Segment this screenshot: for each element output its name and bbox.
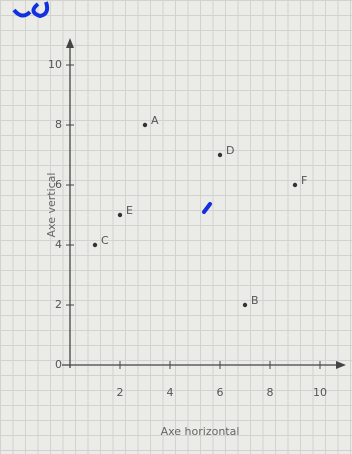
page: Axe horizontal Axe vertical 024681024681… [0, 0, 352, 454]
chart: Axe horizontal Axe vertical 024681024681… [0, 0, 352, 454]
x-tick-label: 4 [167, 386, 174, 399]
point [118, 213, 122, 217]
y-tick-label: 2 [55, 298, 62, 311]
point-label: F [301, 174, 307, 187]
point [243, 303, 247, 307]
point-label: E [126, 204, 133, 217]
pen-scribble [14, 2, 47, 16]
point-label: B [251, 294, 259, 307]
y-axis-arrow [66, 38, 74, 48]
x-tick-label: 10 [313, 386, 327, 399]
point-label: D [226, 144, 234, 157]
x-tick-label: 6 [217, 386, 224, 399]
y-tick-label: 6 [55, 178, 62, 191]
x-tick-label: 2 [117, 386, 124, 399]
point-label: C [101, 234, 109, 247]
pen-mark [204, 204, 210, 212]
x-tick-label: 8 [267, 386, 274, 399]
y-tick-label: 4 [55, 238, 62, 251]
point-label: A [151, 114, 159, 127]
point [93, 243, 97, 247]
x-axis-title: Axe horizontal [161, 425, 240, 438]
y-tick-label: 10 [48, 58, 62, 71]
point [293, 183, 297, 187]
point [143, 123, 147, 127]
x-axis-arrow [336, 361, 346, 369]
y-tick-label: 8 [55, 118, 62, 131]
point [218, 153, 222, 157]
y-tick-label: 0 [55, 358, 62, 371]
